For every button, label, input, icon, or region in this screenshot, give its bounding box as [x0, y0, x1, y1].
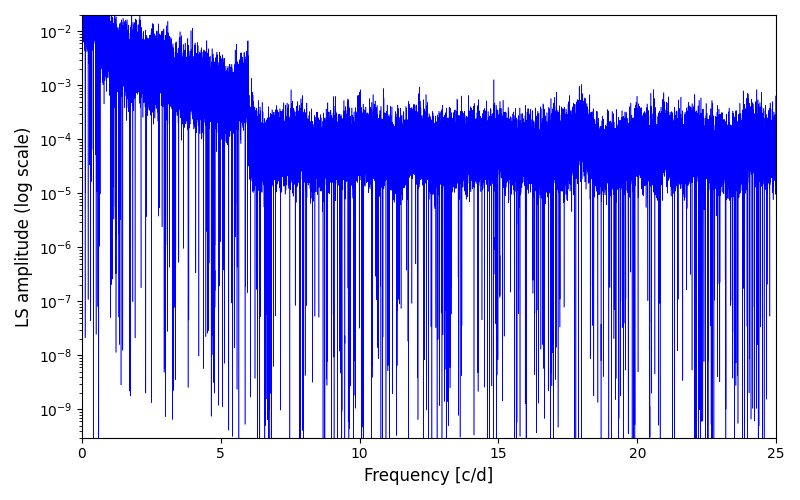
- Y-axis label: LS amplitude (log scale): LS amplitude (log scale): [15, 126, 33, 326]
- X-axis label: Frequency [c/d]: Frequency [c/d]: [364, 467, 494, 485]
